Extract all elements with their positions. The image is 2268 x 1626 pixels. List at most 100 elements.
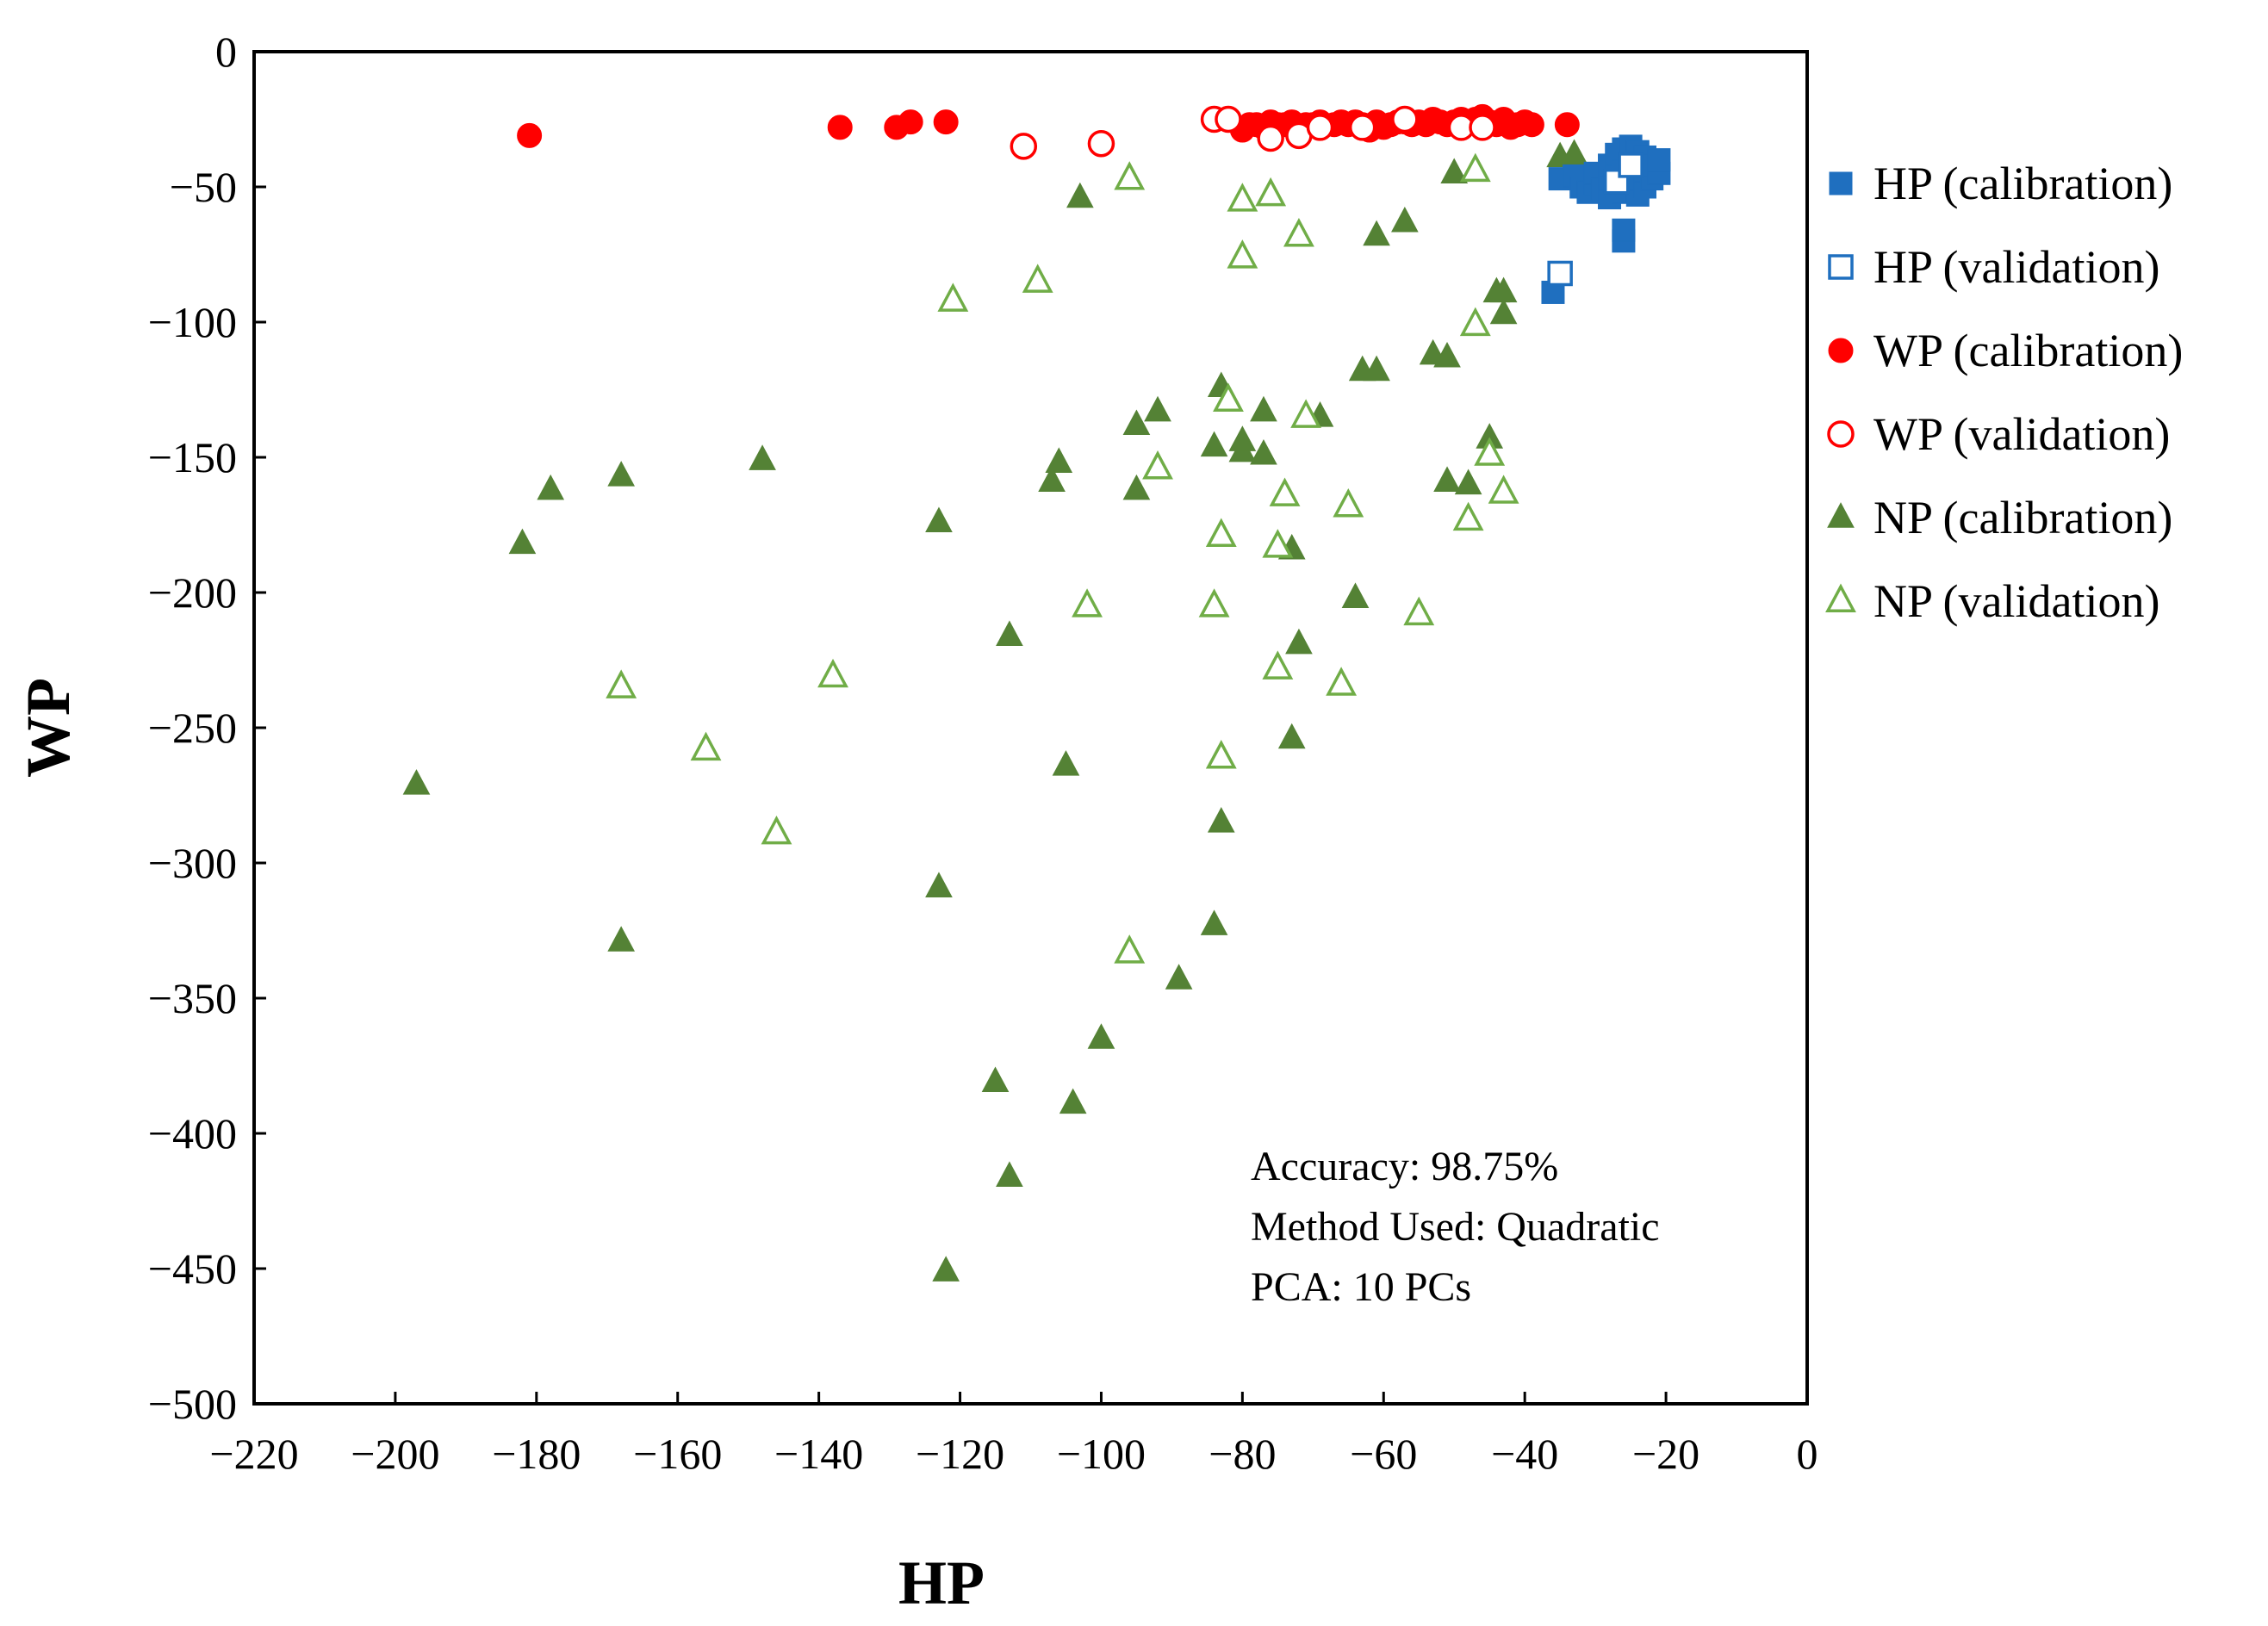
y-tick-label: −500 [148,1380,237,1428]
y-tick-label: −350 [148,974,237,1022]
point-np-calibration [1207,807,1235,833]
point-np-validation [690,731,722,761]
point-np-validation [937,282,969,312]
point-wp-validation [1087,130,1115,158]
point-np-calibration [1454,469,1482,495]
point-np-calibration [1066,182,1094,208]
point-wp-validation [1215,105,1242,133]
point-np-calibration [925,506,953,533]
point-np-validation [1072,588,1103,618]
point-hp-validation [1547,260,1573,287]
point-np-calibration [1277,723,1306,749]
point-hp-calibration [1647,148,1671,172]
point-np-validation [1262,529,1294,558]
point-np-calibration [1433,466,1461,492]
point-np-calibration [1440,158,1469,183]
point-np-validation [1452,501,1484,531]
point-np-calibration [1363,355,1390,382]
point-np-validation [1022,264,1053,293]
legend-marker-wp-validation [1827,420,1855,448]
point-np-validation [1227,239,1258,269]
point-np-validation [1114,934,1146,964]
point-np-calibration [1165,964,1193,990]
point-np-validation [1269,477,1301,506]
point-np-validation [1290,399,1322,428]
point-np-validation [1403,596,1435,626]
x-tick-label: −60 [1350,1430,1417,1478]
point-np-calibration [996,620,1023,646]
y-axis-title: WP [14,678,83,778]
x-tick-label: −120 [916,1430,1004,1478]
legend-marker-hp-calibration [1829,171,1853,195]
point-wp-calibration [898,109,923,135]
point-wp-validation [1010,133,1038,160]
point-wp-validation [1257,124,1284,152]
point-np-calibration [1087,1023,1115,1049]
point-np-calibration [607,461,635,487]
legend: HP (calibration) HP (validation) WP (calib… [1825,158,2183,627]
point-np-validation [1114,161,1146,190]
point-np-validation [1283,218,1314,247]
point-hp-validation [1618,152,1644,178]
point-np-calibration [607,926,635,952]
legend-marker-np-calibration [1827,502,1855,528]
legend-label-wp-validation: WP (validation) [1873,408,2170,460]
point-wp-calibration [933,109,959,135]
y-tick-label: −250 [148,704,237,752]
x-tick-label: −180 [492,1430,581,1478]
point-wp-calibration [827,115,853,140]
point-np-calibration [1144,395,1171,422]
point-np-calibration [1391,206,1419,233]
point-np-calibration [402,769,431,795]
legend-label-np-calibration: NP (calibration) [1873,492,2172,543]
point-np-calibration [1045,447,1073,473]
point-np-calibration [1052,750,1080,776]
point-np-validation [1205,740,1237,769]
point-np-validation [1142,450,1173,480]
point-np-validation [1255,177,1287,207]
point-np-calibration [932,1256,960,1282]
point-np-calibration [1250,395,1277,422]
legend-label-hp-calibration: HP (calibration) [1873,158,2172,209]
y-tick-label: −100 [148,298,237,346]
point-np-calibration [1250,439,1277,465]
point-np-validation [1474,437,1506,466]
point-np-validation [1198,588,1230,618]
x-axis-ticks: −220 −200 −180 −160 −140 −120 −100 −80 −60 −40 −20… [209,1392,1818,1478]
x-tick-label: 0 [1797,1430,1818,1478]
point-np-validation [761,815,792,845]
point-np-calibration [508,528,537,555]
y-tick-label: −300 [148,839,237,887]
point-np-calibration [1200,909,1228,935]
point-np-validation [817,658,848,688]
point-np-validation [606,669,637,698]
point-wp-validation [1306,114,1334,141]
x-tick-label: −100 [1057,1430,1146,1478]
point-np-calibration [996,1161,1023,1187]
point-np-validation [1213,382,1244,413]
x-tick-label: −80 [1209,1430,1276,1478]
y-tick-label: 0 [215,28,237,76]
point-np-calibration [537,474,565,500]
point-np-calibration [1059,1088,1087,1114]
point-np-calibration [1285,628,1313,655]
x-tick-label: −200 [351,1430,439,1478]
legend-label-np-validation: NP (validation) [1873,575,2159,627]
x-tick-label: −160 [633,1430,722,1478]
legend-label-hp-validation: HP (validation) [1873,241,2159,293]
point-np-calibration [1122,474,1151,500]
annotation-accuracy: Accuracy: 98.75% [1251,1144,1558,1189]
point-wp-calibration [1519,112,1544,138]
y-axis-ticks: 0 −50 −100 −150 −200 −250 −300 −350 −400 −450 −500 [148,28,266,1428]
legend-marker-wp-calibration [1828,338,1854,363]
annotation-method: Method Used: Quadratic [1251,1204,1660,1250]
point-wp-calibration [517,122,543,148]
y-tick-label: −50 [170,163,237,211]
point-np-calibration [749,444,776,470]
point-hp-calibration [1612,218,1636,242]
point-np-validation [1227,183,1258,212]
point-np-calibration [1122,409,1151,436]
point-np-validation [1333,488,1364,518]
